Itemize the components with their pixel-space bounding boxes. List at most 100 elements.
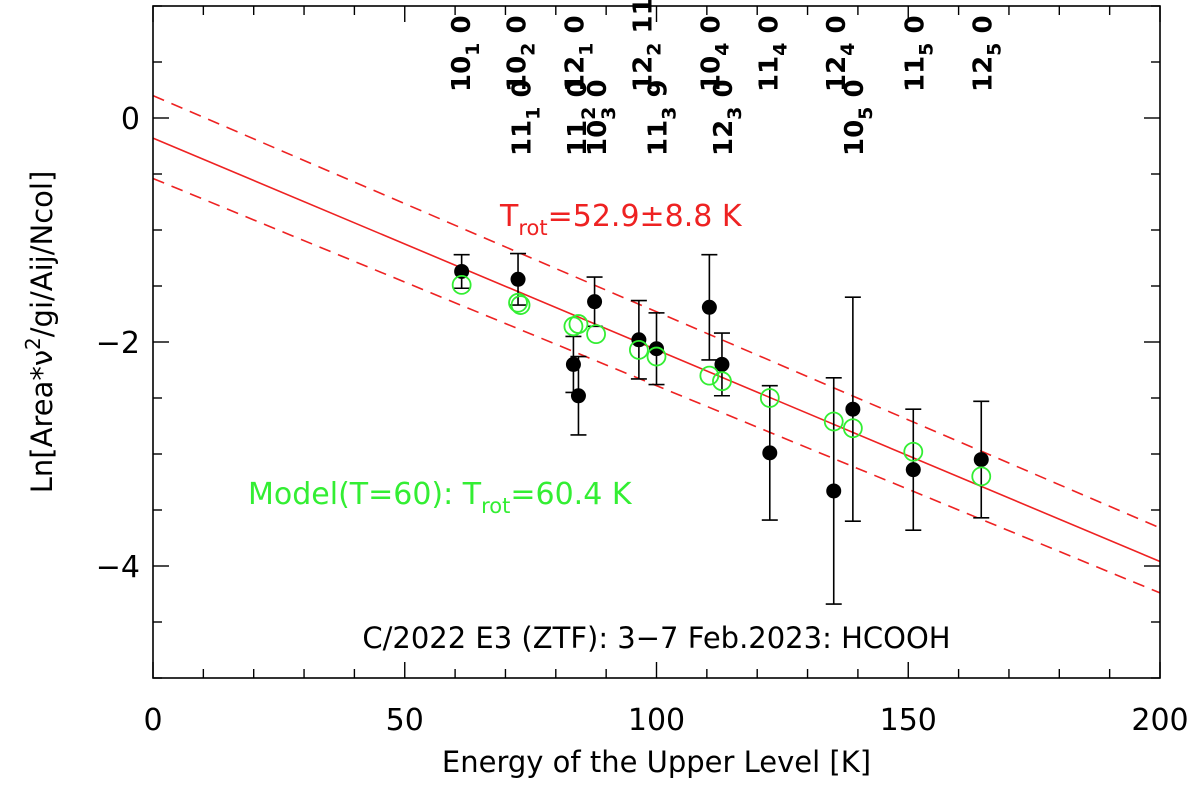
transition-label-sub: 1 [575,43,597,56]
model-temperature-label-suffix: =60.4 K [510,477,632,512]
x-tick-label: 200 [1131,703,1188,738]
transition-label-tail: 0 [503,15,533,42]
transition-label-sub: 4 [711,43,733,56]
transition-label-sub: 5 [915,43,937,56]
transition-label-main: 10 [447,56,477,92]
transition-label: 104 0 [696,15,733,92]
transition-label-tail: 0 [447,15,477,42]
model-point [646,346,667,367]
y-axis-label-suffix: /gi/Aij/Ncol] [25,171,59,337]
transition-label-sub: 3 [724,107,746,120]
y-tick-label: −4 [96,550,140,585]
model-point [586,324,606,345]
observed-point [973,452,989,468]
model-point [903,441,924,462]
model-point [971,466,992,487]
model-point [508,292,528,313]
observed-point [510,271,526,287]
transition-label-main: 10 [696,56,726,92]
fit-bound-line [152,177,1161,594]
transition-label-tail: 9 [644,79,674,106]
observed-point [587,294,603,310]
model-point [712,371,732,392]
transition-label-main: 11 [644,120,674,156]
transition-label-main: 12 [709,120,739,156]
transition-label-tail: 0 [583,79,613,106]
model-point [842,418,863,439]
transition-label-main: 11 [754,56,784,92]
transition-label: 123 0 [709,79,746,156]
transition-label: 112 0 [563,79,600,156]
transition-label: 101 0 [447,15,484,92]
x-axis-label: Energy of the Upper Level [K] [442,745,871,779]
transition-label-tail: 0 [900,15,930,42]
transition-label: 124 0 [822,15,859,92]
transition-label-tail: 0 [822,15,852,42]
transition-label-main: 12 [628,56,658,92]
transition-label: 125 0 [968,15,1005,92]
observed-point [649,341,664,357]
transition-label: 113 9 [644,79,681,156]
observed-point [905,462,921,478]
model-point [451,274,472,295]
chart-title: C/2022 E3 (ZTF): 3−7 Feb.2023: HCOOH [362,621,950,655]
transition-label-sub: 4 [837,43,859,56]
transition-label-main: 12 [822,56,852,92]
transition-label-main: 10 [503,56,533,92]
transition-label: 115 0 [900,15,937,92]
fit-temperature-label-sub: rot [518,216,547,240]
transition-label-main: 11 [508,120,538,156]
transition-label-tail: 0 [560,15,590,42]
fit-temperature-label-suffix: =52.9±8.8 K [548,199,743,234]
observed-point [845,401,861,417]
fit-temperature-label-prefix: T [499,199,519,234]
transition-label-sub: 5 [855,107,877,120]
x-tick-label: 150 [880,703,937,738]
transition-label: 103 0 [583,79,620,156]
transition-label-sub: 4 [769,43,791,56]
model-point [823,411,844,432]
transition-label-sub: 5 [983,43,1005,56]
transition-label-tail: 0 [754,15,784,42]
y-axis-label-sup: 2 [21,337,45,350]
model-point [628,339,649,360]
y-tick-label: 0 [121,102,140,137]
transition-label-sub: 3 [659,107,681,120]
transition-label-main: 10 [583,120,613,156]
transition-label-sub: 1 [523,107,545,120]
y-tick-label: −2 [96,326,140,361]
observed-points [454,263,989,499]
observed-point [454,263,470,279]
transition-label: 102 0 [503,15,540,92]
transition-label-tail: 0 [696,15,726,42]
observed-point [565,356,581,372]
transition-label: 122 11 [628,0,665,92]
transition-label-sub: 3 [598,107,620,120]
x-tick-label: 0 [143,703,162,738]
model-points [451,274,992,487]
observed-point [631,332,647,348]
transition-label: 111 0 [508,79,545,156]
x-tick-label: 50 [386,703,424,738]
model-temperature-label-sub: rot [481,494,510,518]
transition-label-tail: 0 [563,79,593,106]
transition-label-tail: 0 [840,79,870,106]
transition-label-tail: 0 [968,15,998,42]
model-point [759,388,780,408]
transition-label-sub: 2 [578,107,600,120]
model-temperature-label: Model(T=60): Trot=60.4 K [248,477,633,518]
transition-label: 114 0 [754,15,791,92]
observed-point [826,483,842,499]
y-axis-label: Ln[Area*ν2/gi/Aij/Ncol] [21,171,59,494]
model-point [510,295,531,315]
fit-temperature-label: Trot=52.9±8.8 K [499,199,743,240]
transition-label-main: 11 [563,120,593,156]
transition-label-sub: 1 [462,43,484,56]
transition-label-main: 12 [560,56,590,92]
transition-label-tail: 0 [508,79,538,106]
transition-label-main: 12 [968,56,998,92]
transition-label-tail: 11 [628,0,658,43]
fit-bound-line [152,94,1161,529]
